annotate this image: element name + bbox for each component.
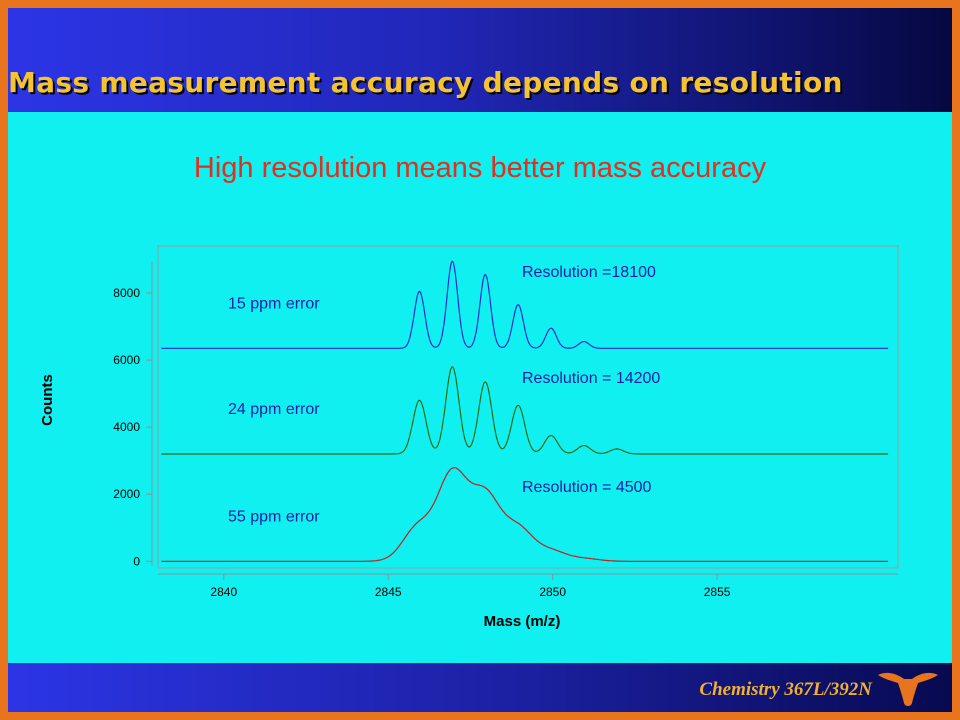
- y-tick-label: 2000: [113, 487, 140, 501]
- x-tick-label: 2845: [375, 585, 402, 599]
- spectrum-trace: [161, 260, 889, 349]
- header-bar: [8, 8, 952, 112]
- slide-title: Mass measurement accuracy depends on res…: [8, 66, 843, 99]
- longhorn-logo-icon: [876, 665, 940, 716]
- ppm-error-label: 55 ppm error: [228, 508, 320, 525]
- ppm-error-label: 15 ppm error: [228, 295, 320, 312]
- x-tick-label: 2850: [539, 585, 566, 599]
- spectrum-trace: [161, 366, 889, 455]
- resolution-label: Resolution =18100: [522, 264, 656, 281]
- ppm-error-label: 24 ppm error: [228, 401, 320, 418]
- footer-bar: Chemistry 367L/392N: [8, 663, 952, 712]
- y-tick-label: 4000: [113, 420, 140, 434]
- spectrum-trace: [161, 467, 889, 562]
- content-panel: High resolution means better mass accura…: [8, 112, 952, 663]
- y-tick-label: 0: [133, 554, 140, 568]
- slide-subtitle: High resolution means better mass accura…: [193, 152, 767, 184]
- course-name: Chemistry 367L/392N: [699, 679, 872, 700]
- y-tick-label: 8000: [113, 286, 140, 300]
- resolution-label: Resolution = 14200: [522, 370, 660, 387]
- resolution-label: Resolution = 4500: [522, 479, 652, 496]
- plot-frame: [157, 245, 899, 569]
- x-tick-label: 2855: [704, 585, 731, 599]
- x-tick-label: 2840: [210, 585, 237, 599]
- x-axis-label: Mass (m/z): [484, 613, 561, 630]
- y-axis-label: Counts: [39, 374, 56, 426]
- y-tick-label: 6000: [113, 353, 140, 367]
